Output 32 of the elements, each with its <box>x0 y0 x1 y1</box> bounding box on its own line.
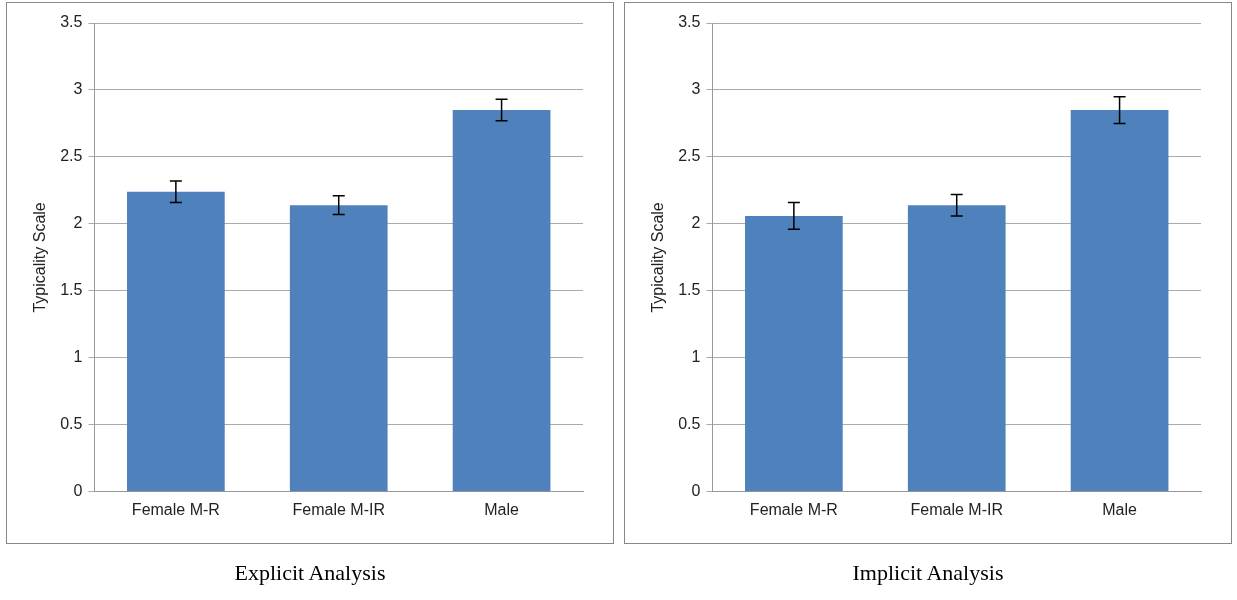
y-tick-label: 2.5 <box>678 147 701 165</box>
bar <box>745 215 843 492</box>
y-axis-title: Typicality Scale <box>31 202 49 313</box>
y-tick-label: 2 <box>73 214 83 232</box>
y-tick-label: 0.5 <box>678 415 701 433</box>
y-tick-label: 0 <box>691 482 701 500</box>
y-tick-label: 3 <box>691 80 701 98</box>
bar <box>127 191 225 492</box>
y-axis-title: Typicality Scale <box>649 202 667 313</box>
bar <box>1070 110 1169 492</box>
x-tick-label: Male <box>484 500 520 518</box>
x-tick-label: Female M-IR <box>910 500 1003 518</box>
y-tick-label: 0.5 <box>60 415 83 433</box>
x-tick-label: Female M-R <box>749 500 838 518</box>
bar <box>452 110 551 492</box>
y-tick-label: 1 <box>691 348 701 366</box>
bar <box>907 205 1006 492</box>
y-tick-label: 3 <box>73 80 83 98</box>
y-tick-label: 2 <box>691 214 701 232</box>
y-tick-label: 3.5 <box>678 13 701 31</box>
y-tick-label: 2.5 <box>60 147 83 165</box>
x-tick-label: Male <box>1102 500 1138 518</box>
x-tick-label: Female M-IR <box>292 500 385 518</box>
text: Implicit Analysis <box>851 560 1005 586</box>
y-tick-label: 1 <box>73 348 83 366</box>
y-tick-label: 0 <box>73 482 83 500</box>
y-tick-label: 3.5 <box>60 13 83 31</box>
x-tick-label: Female M-R <box>131 500 220 518</box>
y-tick-label: 1.5 <box>678 281 701 299</box>
y-tick-label: 1.5 <box>60 281 83 299</box>
text: Explicit Analysis <box>233 560 387 586</box>
bar <box>289 205 388 492</box>
